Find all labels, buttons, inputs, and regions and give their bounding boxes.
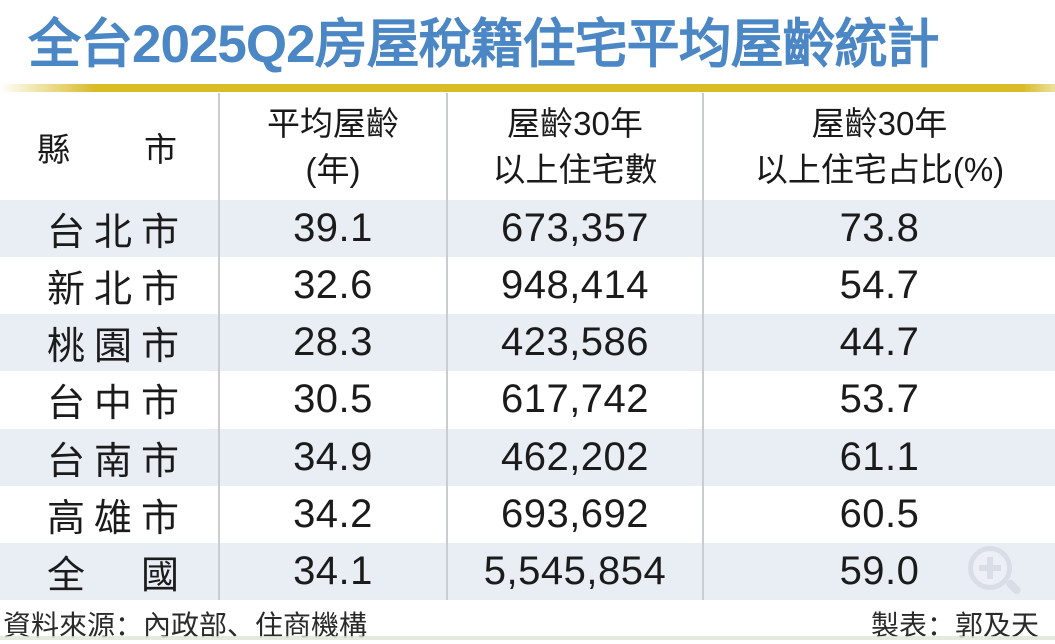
table-row-city: 全國 xyxy=(0,542,220,600)
page-title: 全台2025Q2房屋稅籍住宅平均屋齡統計 xyxy=(28,15,940,74)
header-cell-over30-count: 屋齡30年 以上住宅數 xyxy=(448,93,704,200)
table-cell-over30-count: 5,545,854 xyxy=(448,542,704,600)
city-name: 全國 xyxy=(47,544,179,599)
table-row-city: 高雄市 xyxy=(0,485,220,543)
table-cell-over30-count: 423,586 xyxy=(448,314,704,372)
table-cell-over30-count: 948,414 xyxy=(448,257,704,315)
city-char: 雄 xyxy=(93,497,132,540)
city-char: 市 xyxy=(140,212,179,255)
stats-table: 縣 市 平均屋齡 (年) 屋齡30年 以上住宅數 屋齡30年 以上住宅占比(%)… xyxy=(0,93,1055,600)
city-name: 新北市 xyxy=(47,258,179,313)
header-over30-count-line1: 屋齡30年 xyxy=(507,104,643,142)
table-cell-over30-pct: 61.1 xyxy=(704,428,1055,486)
table-cell-over30-count: 617,742 xyxy=(448,371,704,429)
table-row-city: 桃園市 xyxy=(0,314,220,372)
header-over30-pct-line2: 以上住宅占比(%) xyxy=(754,150,1005,188)
table-cell-avg-age: 32.6 xyxy=(220,257,448,315)
bottom-edge-strip xyxy=(0,636,1055,640)
table-cell-avg-age: 30.5 xyxy=(220,371,448,429)
city-char: 國 xyxy=(140,554,179,597)
city-name: 桃園市 xyxy=(47,315,179,370)
city-char: 北 xyxy=(93,269,132,312)
table-cell-avg-age: 28.3 xyxy=(220,314,448,372)
source-note: 資料來源：內政部、住商機構 xyxy=(3,610,368,641)
city-char: 台 xyxy=(47,383,86,426)
city-char: 全 xyxy=(47,554,86,597)
table-row-city: 台南市 xyxy=(0,428,220,486)
magnifier-plus-icon[interactable] xyxy=(964,546,1024,604)
header-cell-county-city: 縣 市 xyxy=(0,93,220,200)
table-row-city: 新北市 xyxy=(0,257,220,315)
city-char: 市 xyxy=(140,440,179,483)
table-cell-over30-pct: 53.7 xyxy=(704,371,1055,429)
city-char: 市 xyxy=(140,269,179,312)
header-char-county: 縣 xyxy=(37,130,70,168)
header-over30-pct-line1: 屋齡30年 xyxy=(811,104,948,142)
table-cell-over30-count: 673,357 xyxy=(448,200,704,258)
header-county-city-spread: 縣 市 xyxy=(37,123,177,171)
credit-note: 製表：郭及天 xyxy=(870,610,1039,641)
city-name: 台北市 xyxy=(47,201,179,256)
city-char: 台 xyxy=(47,212,86,255)
table-cell-avg-age: 34.9 xyxy=(220,428,448,486)
table-row-city: 台北市 xyxy=(0,200,220,258)
city-char: 北 xyxy=(93,212,132,255)
city-char: 桃 xyxy=(47,326,86,369)
table-cell-avg-age: 34.1 xyxy=(220,542,448,600)
title-underline-bar xyxy=(0,84,1055,92)
table-cell-over30-pct: 54.7 xyxy=(704,257,1055,315)
city-char: 園 xyxy=(93,326,132,369)
header-over30-count-line2: 以上住宅數 xyxy=(492,150,658,188)
city-char: 市 xyxy=(140,326,179,369)
city-char: 中 xyxy=(93,383,132,426)
city-char: 市 xyxy=(140,383,179,426)
city-char: 高 xyxy=(47,497,86,540)
city-char: 市 xyxy=(140,497,179,540)
table-cell-over30-count: 693,692 xyxy=(448,485,704,543)
header-avg-age-line1: 平均屋齡 xyxy=(267,104,399,142)
header-cell-over30-pct: 屋齡30年 以上住宅占比(%) xyxy=(704,93,1055,200)
city-char: 南 xyxy=(93,440,132,483)
magnifier-plus-vertical xyxy=(987,557,993,579)
table-cell-over30-pct: 60.5 xyxy=(704,485,1055,543)
table-row-city: 台中市 xyxy=(0,371,220,429)
city-name: 台南市 xyxy=(47,430,179,485)
header-cell-avg-age: 平均屋齡 (年) xyxy=(220,93,448,200)
table-cell-avg-age: 34.2 xyxy=(220,485,448,543)
table-cell-avg-age: 39.1 xyxy=(220,200,448,258)
header-char-city: 市 xyxy=(144,130,177,168)
city-char: 新 xyxy=(47,269,86,312)
table-cell-over30-pct: 44.7 xyxy=(704,314,1055,372)
header-avg-age-line2: (年) xyxy=(305,150,361,188)
city-char: 台 xyxy=(47,440,86,483)
city-name: 台中市 xyxy=(47,372,179,427)
city-name: 高雄市 xyxy=(47,487,179,542)
magnifier-handle xyxy=(1004,578,1023,596)
table-cell-over30-pct: 73.8 xyxy=(704,200,1055,258)
table-cell-over30-count: 462,202 xyxy=(448,428,704,486)
